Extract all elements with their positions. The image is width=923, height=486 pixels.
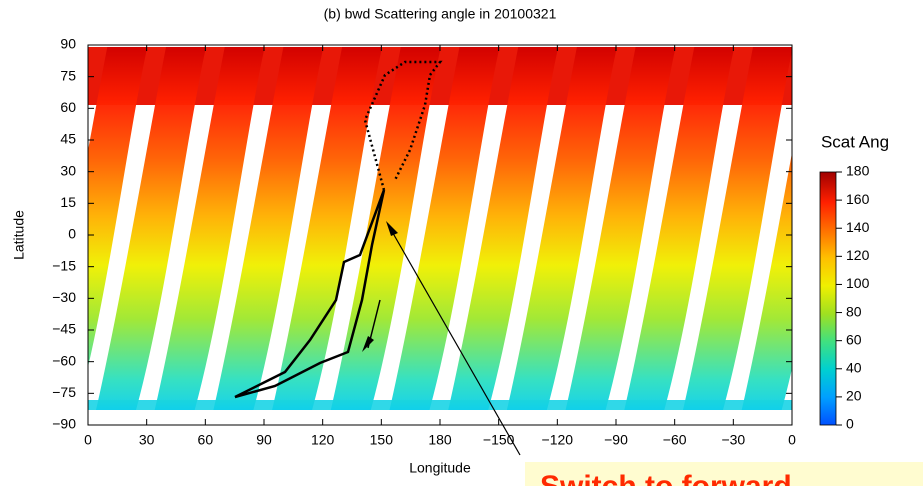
colorbar-tick-label: 140 [846,219,870,235]
colorbar-tick-label: 0 [846,416,854,432]
x-tick-label: −90 [604,432,628,448]
colorbar [819,171,837,426]
y-tick-label: 45 [60,131,76,147]
swath [213,47,324,410]
y-tick-label: 60 [60,99,76,115]
direction-arrowhead [362,336,374,352]
x-tick-label: −30 [721,432,745,448]
y-tick-label: −15 [52,257,76,273]
x-tick-label: −150 [483,432,515,448]
south-band [88,400,792,410]
colorbar-tick-label: 100 [846,275,870,291]
swath [565,47,676,410]
swath [88,47,148,367]
colorbar-tick-label: 160 [846,191,870,207]
y-axis-label: Latitude [11,210,27,260]
x-tick-label: 120 [311,432,335,448]
y-tick-label: −30 [52,289,76,305]
annotation-box [525,462,923,486]
x-tick-label: 150 [370,432,394,448]
swath [683,47,792,410]
pointer-arrowhead [386,221,398,236]
swath-layer [88,47,792,410]
y-tick-label: 30 [60,162,76,178]
colorbar-tick-label: 180 [846,163,870,179]
swath [448,47,559,410]
chart-title: (b) bwd Scattering angle in 20100321 [324,6,557,22]
x-tick-label: 180 [428,432,452,448]
x-tick-label: −120 [542,432,574,448]
y-tick-label: −75 [52,384,76,400]
y-tick-label: 75 [60,67,76,83]
x-axis-label: Longitude [409,460,471,476]
swath [330,47,441,410]
x-tick-label: 90 [256,432,272,448]
x-tick-label: 60 [198,432,214,448]
y-tick-label: 90 [60,36,76,52]
x-tick-label: 30 [139,432,155,448]
colorbar-label: Scat Ang [821,132,889,151]
y-tick-label: 15 [60,194,76,210]
swath [154,47,265,410]
annotation: Switch to forward [540,470,792,486]
colorbar-tick-label: 120 [846,247,870,263]
colorbar-tick-label: 20 [846,388,862,404]
colorbar-tick-label: 60 [846,331,862,347]
polar-band [88,47,792,105]
region-dotted-outline [363,60,443,191]
y-tick-label: −45 [52,321,76,337]
y-tick-label: −90 [52,416,76,432]
swath [741,152,792,410]
x-tick-label: 0 [84,432,92,448]
swath [272,47,383,410]
swath [96,47,206,410]
swath [506,47,617,410]
y-tick-label: −60 [52,352,76,368]
y-tick-label: 0 [68,226,76,242]
colorbar-tick-label: 80 [846,303,862,319]
colorbar-tick-label: 40 [846,359,862,375]
swath [624,47,735,410]
swath [389,47,500,410]
pointer-arrow [389,227,521,456]
x-tick-label: −60 [663,432,687,448]
x-tick-label: 0 [788,432,796,448]
